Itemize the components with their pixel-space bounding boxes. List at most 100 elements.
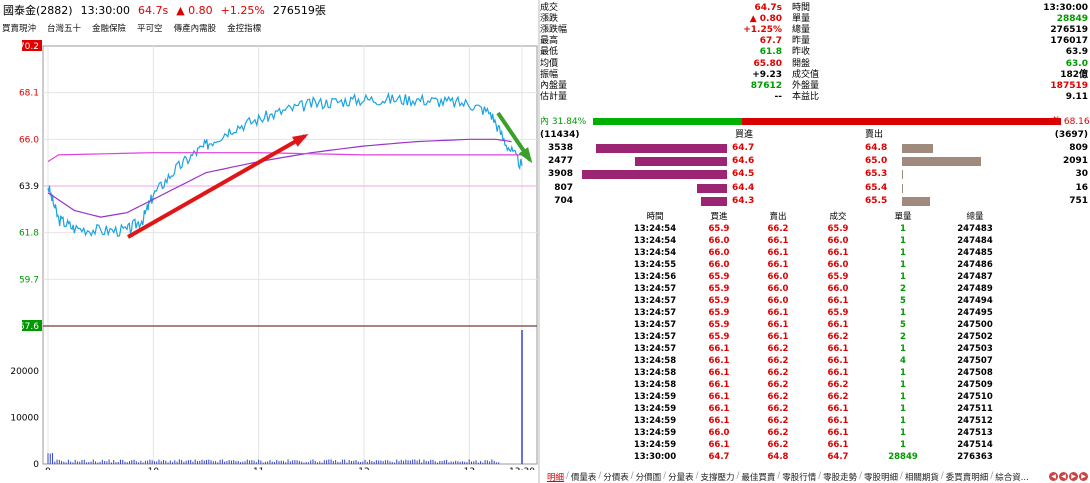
tick-row[interactable]: 13:24:57 65.9 66.1 66.2 2 247502 — [620, 331, 1012, 343]
tick-row[interactable]: 13:24:56 65.9 66.0 65.9 1 247487 — [620, 271, 1012, 283]
tick-table[interactable]: 時間 買進 賣出 成交 單量 總量 13:24:54 65.9 66.2 65.9 1 247483… — [620, 211, 1012, 463]
tick-cell: 247510 — [957, 392, 993, 402]
tag-item[interactable]: 金控指標 — [227, 24, 262, 34]
bid-price[interactable]: 64.3 — [732, 195, 755, 206]
ask-price[interactable]: 65.4 — [865, 182, 888, 193]
quote-panel: 成交 64.7s 漲跌 ▲ 0.80 漲跌幅 +1.25% 最高 67.7 最低 61.8 均價 65… — [540, 0, 1090, 483]
tag-item[interactable]: 金融保險 — [92, 24, 127, 34]
tab-item[interactable]: 分量表 — [668, 473, 694, 483]
ask-qty: 16 — [1075, 182, 1088, 193]
ask-price[interactable]: 65.0 — [865, 156, 888, 167]
tab-item[interactable]: 最佳買賣 — [741, 473, 776, 483]
tab-item[interactable]: 分價圖 — [635, 473, 662, 483]
tick-cell: 66.2 — [767, 380, 789, 390]
bottom-tabs: 明細 / 價量表 / 分價表 / 分價圖 / 分量表 / 支撐壓力 / 最佳買賣 / 零股行情 / 零股走勢 / 零… — [546, 471, 1030, 483]
tick-cell: 247489 — [957, 284, 993, 294]
stock-name[interactable]: 國泰金(2882) — [3, 4, 73, 17]
tick-cell: 64.8 — [767, 452, 789, 462]
tick-row[interactable]: 13:24:58 66.1 66.2 66.1 1 247508 — [620, 367, 1012, 379]
tick-row[interactable]: 13:24:57 65.9 66.1 65.9 1 247495 — [620, 307, 1012, 319]
tab-item[interactable]: 綜合資... — [995, 473, 1029, 483]
tick-row[interactable]: 13:24:59 66.1 66.2 66.1 1 247511 — [620, 403, 1012, 415]
tick-cell: 13:24:59 — [633, 404, 677, 414]
tick-row[interactable]: 13:24:54 66.0 66.1 66.1 1 247485 — [620, 247, 1012, 259]
tick-cell: 66.1 — [827, 320, 849, 330]
header-pct: +1.25% — [220, 3, 265, 17]
ask-price[interactable]: 64.8 — [865, 143, 888, 153]
quote-value: -- — [774, 91, 782, 102]
tick-cell: 2 — [900, 332, 906, 342]
tick-cell: 65.9 — [708, 308, 730, 318]
tag-item[interactable]: 台灣五十 — [47, 24, 82, 34]
tick-cell: 65.9 — [708, 332, 730, 342]
tab-item[interactable]: 價量表 — [570, 473, 597, 483]
tick-cell: 1 — [900, 416, 906, 426]
bid-bar — [582, 170, 727, 180]
tab-divider: / — [990, 471, 994, 481]
sell-total: (3697) — [1054, 130, 1088, 140]
quote-label: 單量 — [792, 14, 811, 25]
tick-cell: 66.1 — [767, 248, 789, 258]
tab-item[interactable]: 相關期貨 — [904, 473, 939, 483]
ask-price[interactable]: 65.3 — [865, 169, 888, 180]
tab-item[interactable]: 明細 — [547, 473, 565, 483]
bid-price[interactable]: 64.7 — [732, 143, 755, 153]
tick-row[interactable]: 13:24:59 66.0 66.2 66.1 1 247513 — [620, 427, 1012, 439]
tag-item[interactable]: 平可空 — [137, 24, 163, 34]
nav-first-icon[interactable]: ◀ — [1049, 472, 1058, 481]
x-tick-label: 11 — [253, 467, 264, 470]
tick-row[interactable]: 13:24:57 65.9 66.1 66.1 5 247500 — [620, 319, 1012, 331]
tab-item[interactable]: 支撐壓力 — [700, 473, 735, 483]
nav-prev-icon[interactable]: ◀ — [1059, 472, 1068, 481]
intraday-chart[interactable]: 9 10 11 12 13 13:30 70.2 68.1 66.0 63.9 61.8 59.7 57… — [0, 36, 538, 470]
bid-price[interactable]: 64.6 — [732, 156, 755, 167]
tag-item[interactable]: 買賣現沖 — [2, 24, 37, 34]
tick-row[interactable]: 13:30:00 64.7 64.8 64.7 28849 276363 — [620, 451, 1012, 463]
tick-row[interactable]: 13:24:54 65.9 66.2 65.9 1 247483 — [620, 223, 1012, 235]
ask-bar — [902, 170, 904, 180]
tick-cell: 66.2 — [827, 332, 849, 342]
quote-value: 9.11 — [1065, 91, 1088, 102]
tick-row[interactable]: 13:24:59 66.1 66.2 66.1 1 247514 — [620, 439, 1012, 451]
tab-divider: / — [900, 471, 903, 481]
tick-cell: 247495 — [957, 308, 993, 318]
tag-item[interactable]: 傳產內需股 — [173, 24, 217, 34]
tick-cell: 276363 — [957, 452, 993, 462]
tab-item[interactable]: 零股走勢 — [823, 473, 858, 483]
tick-cell: 247484 — [957, 236, 993, 246]
tick-row[interactable]: 13:24:54 66.0 66.1 66.0 1 247484 — [620, 235, 1012, 247]
tick-row[interactable]: 13:24:59 66.1 66.2 66.2 1 247510 — [620, 391, 1012, 403]
tab-item[interactable]: 零股行情 — [782, 473, 817, 483]
tick-row[interactable]: 13:24:55 66.0 66.1 66.0 1 247486 — [620, 259, 1012, 271]
tab-item[interactable]: 分價表 — [603, 473, 629, 483]
tick-cell: 5 — [900, 296, 906, 306]
price-series-line — [47, 91, 523, 238]
bid-price[interactable]: 64.5 — [732, 169, 755, 180]
buy-head: 買進 — [735, 130, 754, 140]
tab-item[interactable]: 零股明細 — [864, 473, 899, 483]
tab-divider: / — [598, 471, 602, 481]
quote-label: 本益比 — [792, 91, 820, 102]
tick-row[interactable]: 13:24:59 66.1 66.2 66.1 1 247512 — [620, 415, 1012, 427]
tick-row[interactable]: 13:24:57 66.1 66.2 66.1 1 247503 — [620, 343, 1012, 355]
tick-cell: 247503 — [957, 344, 993, 354]
price-series-line — [47, 152, 522, 163]
tick-row[interactable]: 13:24:58 66.1 66.2 66.1 4 247507 — [620, 355, 1012, 367]
tick-row[interactable]: 13:24:58 66.1 66.2 66.2 1 247509 — [620, 379, 1012, 391]
tick-row[interactable]: 13:24:57 65.9 66.0 66.0 2 247489 — [620, 283, 1012, 295]
bid-price[interactable]: 64.4 — [732, 182, 755, 193]
ask-price[interactable]: 65.5 — [865, 195, 888, 206]
bid-bar — [635, 157, 727, 167]
quote-value: 63.0 — [1065, 58, 1088, 69]
nav-last-icon[interactable]: ▶ — [1079, 472, 1088, 481]
nav-next-icon[interactable]: ▶ — [1069, 472, 1078, 481]
x-tick-label: 10 — [148, 467, 160, 470]
tick-cell: 66.1 — [708, 416, 730, 426]
inner-bar — [593, 118, 742, 125]
quote-value: 63.9 — [1065, 47, 1088, 58]
tab-item[interactable]: 委買賣明細 — [945, 473, 989, 483]
tick-row[interactable]: 13:24:57 65.9 66.0 66.1 5 247494 — [620, 295, 1012, 307]
split-divider[interactable] — [538, 0, 540, 483]
tick-cell: 247511 — [957, 404, 993, 414]
tick-cell: 66.0 — [827, 236, 849, 246]
